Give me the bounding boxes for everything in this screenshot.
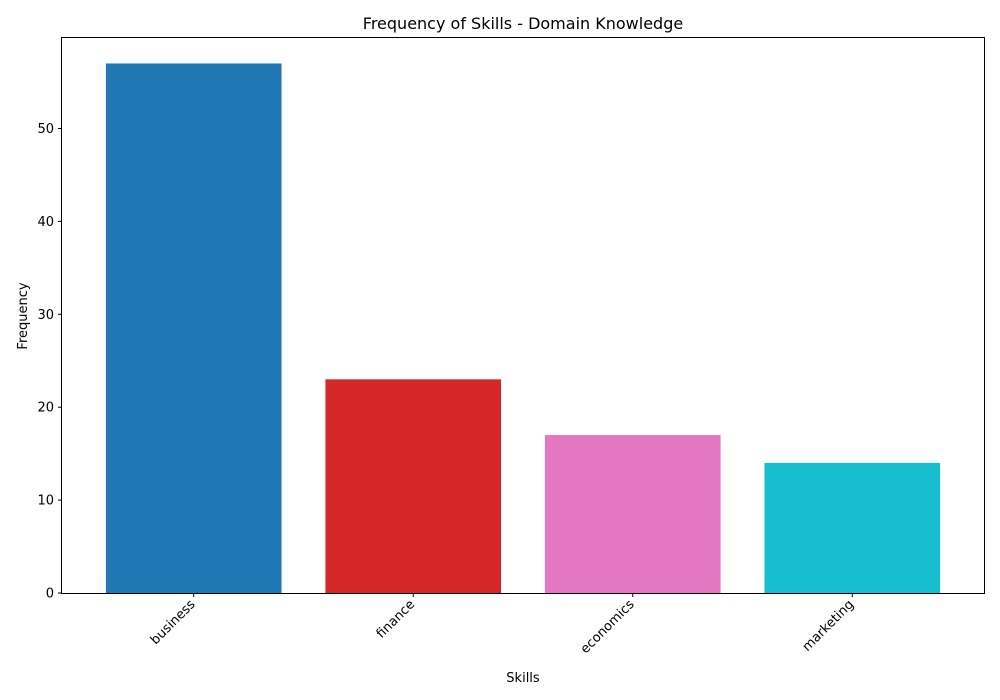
x-tick-label: finance [374,597,418,641]
y-tick-label: 0 [46,587,54,602]
y-ticks-group: 0 10 20 30 40 50 [37,122,62,602]
bar-economics [544,435,721,593]
bar-business [105,63,282,593]
bar-finance [325,379,502,593]
chart-title: Frequency of Skills - Domain Knowledge [363,14,683,33]
y-tick-label: 10 [37,494,54,509]
y-tick-label: 20 [37,401,54,416]
x-tick-label: economics [578,597,638,657]
x-tick-label: marketing [800,597,857,654]
x-tick-label: business [148,597,199,648]
bars-group [105,63,941,593]
bar-marketing [764,462,941,593]
y-tick-label: 40 [37,215,54,230]
x-ticks-group: business finance economics marketing [148,593,857,657]
y-tick-label: 50 [37,122,54,137]
x-axis-label: Skills [506,671,540,686]
y-tick-label: 30 [37,308,54,323]
y-axis-label: Frequency [16,282,31,349]
plot-frame [61,37,985,594]
